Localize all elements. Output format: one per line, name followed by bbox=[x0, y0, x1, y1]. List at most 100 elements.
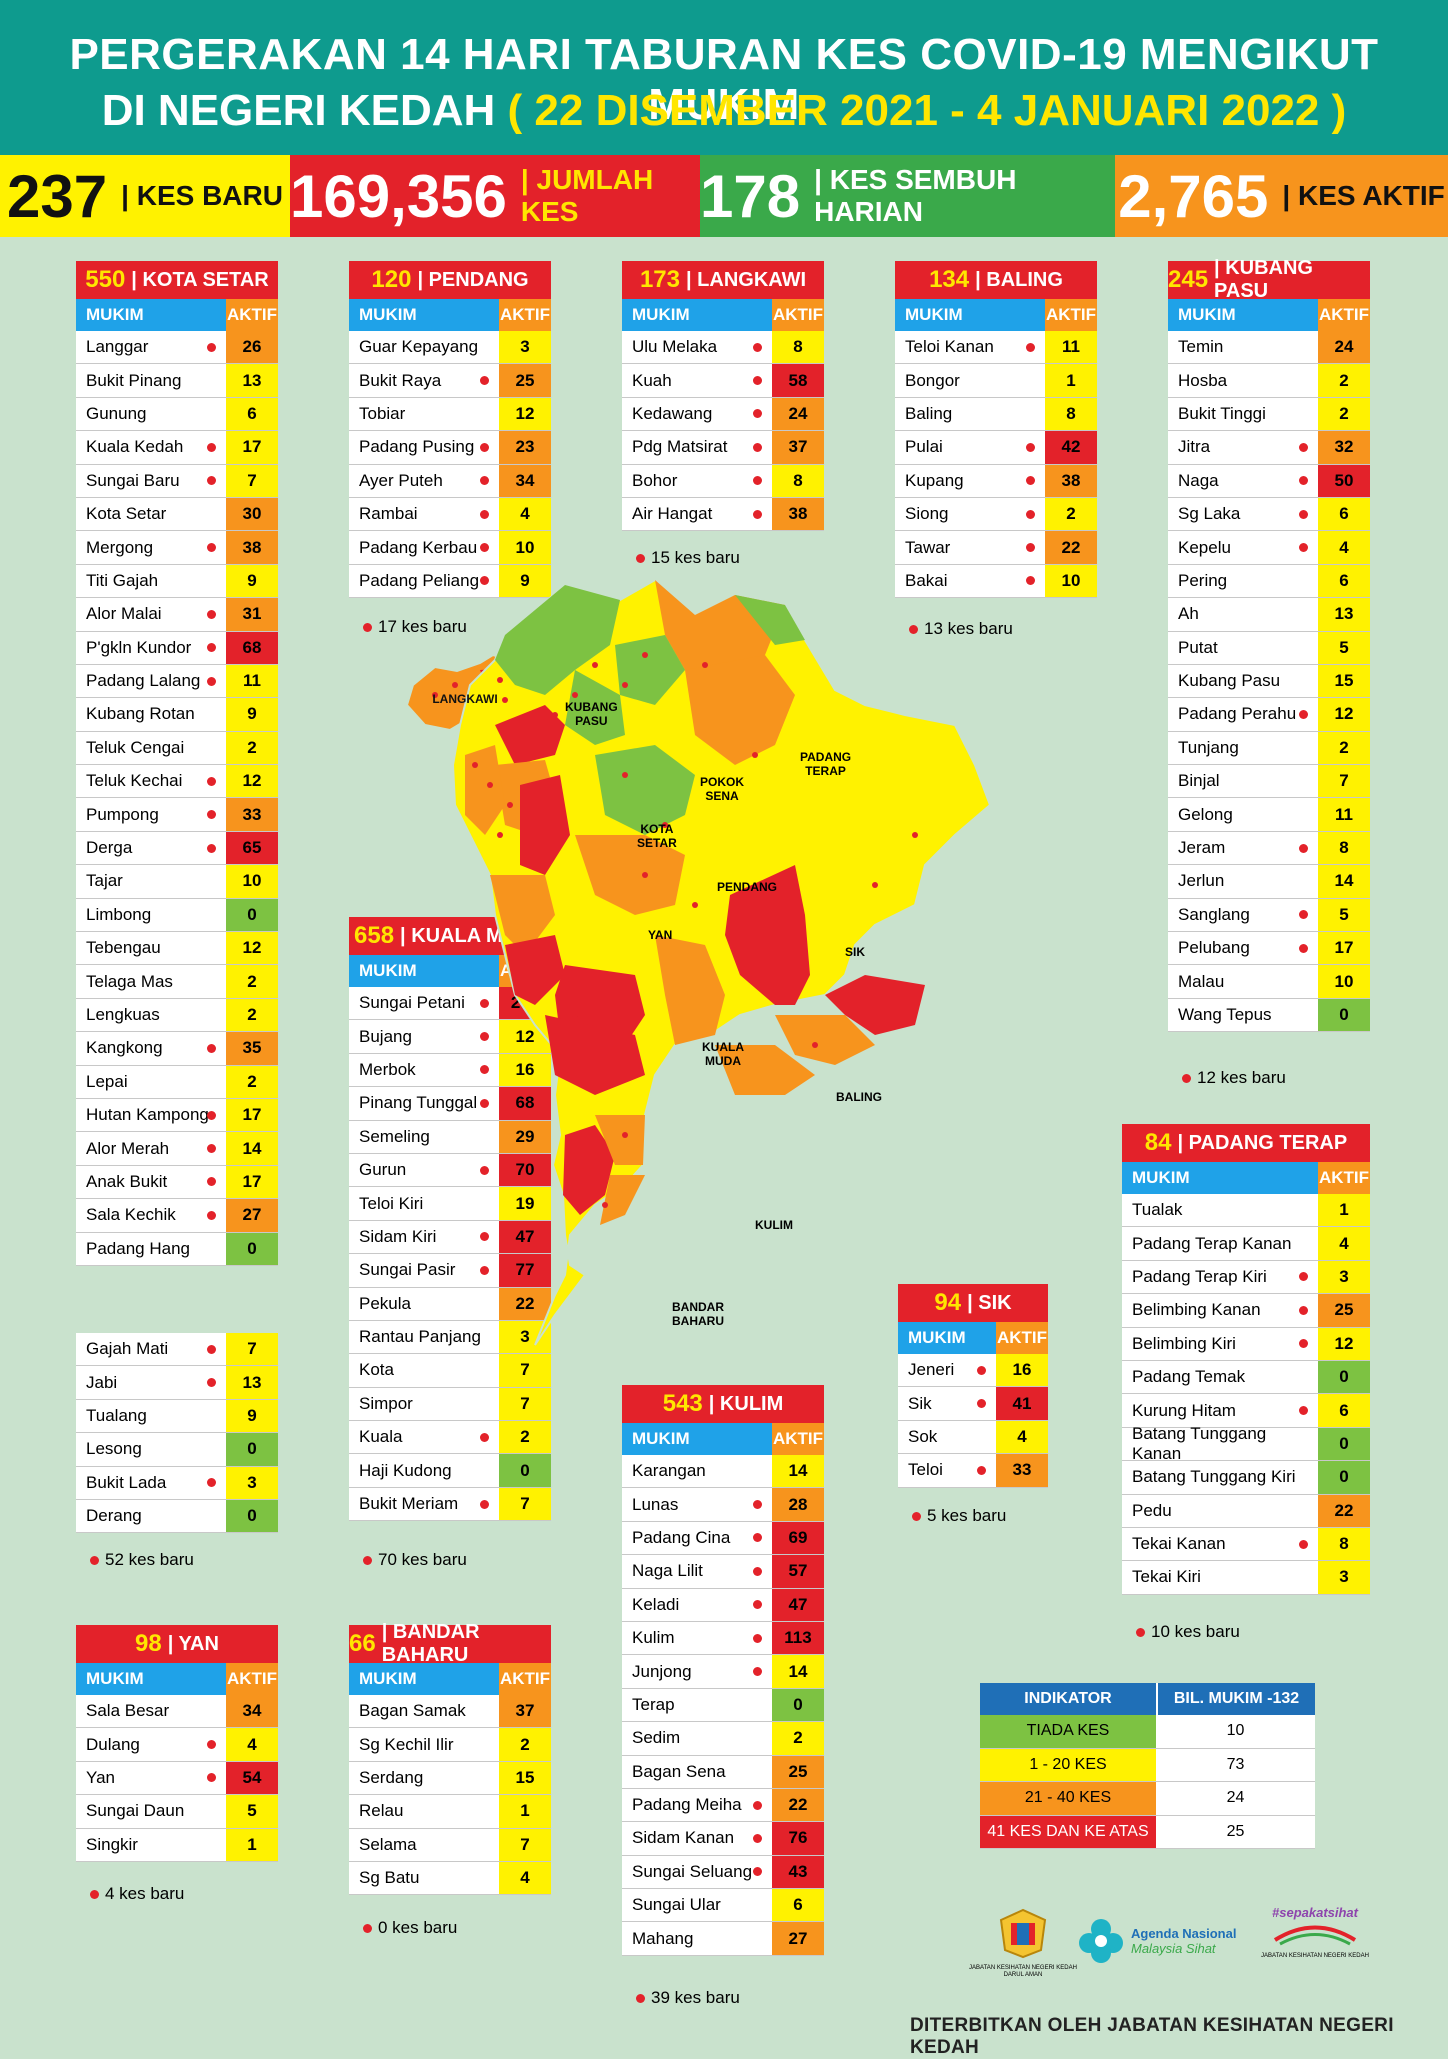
aktif-value: 8 bbox=[772, 464, 824, 497]
aktif-value: 50 bbox=[1318, 464, 1370, 497]
mukim-name: Guar Kepayang bbox=[349, 331, 499, 363]
mukim-label: Tunjang bbox=[1178, 737, 1239, 757]
mukim-label: Semeling bbox=[359, 1126, 430, 1146]
legend-value: 24 bbox=[1156, 1782, 1315, 1815]
mukim-label: Rambai bbox=[359, 504, 418, 524]
table-row: Kota 7 bbox=[349, 1354, 551, 1388]
col-mukim: MUKIM bbox=[359, 961, 417, 980]
mukim-label: Gajah Mati bbox=[86, 1339, 169, 1359]
aktif-value: 1 bbox=[499, 1795, 551, 1828]
table-row: Putat 5 bbox=[1168, 631, 1370, 665]
note-kubang-pasu: 12 kes baru bbox=[1182, 1068, 1286, 1088]
table-row: Bukit Tinggi 2 bbox=[1168, 397, 1370, 432]
mukim-label: Haji Kudong bbox=[359, 1460, 452, 1480]
aktif-value: 1 bbox=[1318, 1194, 1370, 1227]
aktif-value: 5 bbox=[1318, 898, 1370, 932]
mukim-name: Kubang Rotan bbox=[76, 698, 226, 730]
aktif-value: 69 bbox=[772, 1521, 824, 1555]
col-aktif: AKTIF bbox=[772, 299, 824, 331]
mukim-label: Sedim bbox=[632, 1728, 681, 1748]
aktif-value: 2 bbox=[1318, 731, 1370, 765]
mukim-name: Alor Merah bbox=[76, 1132, 226, 1164]
table-row: Pulai 42 bbox=[895, 431, 1097, 465]
aktif-value: 17 bbox=[1318, 932, 1370, 965]
mukim-label: Belimbing Kanan bbox=[1132, 1300, 1261, 1320]
district-name: | LANGKAWI bbox=[686, 268, 807, 291]
mukim-name: Bukit Lada bbox=[76, 1467, 226, 1499]
table-row: Sanglang 5 bbox=[1168, 898, 1370, 933]
table-row: Padang Terap Kiri 3 bbox=[1122, 1260, 1370, 1295]
new-case-dot-icon bbox=[753, 1600, 762, 1610]
table-row: Alor Malai 31 bbox=[76, 598, 278, 632]
table-header: MUKIM AKTIF bbox=[76, 1663, 278, 1695]
aktif-value: 4 bbox=[1318, 531, 1370, 564]
table-row: Singkir 1 bbox=[76, 1828, 278, 1862]
district-total: 245 bbox=[1168, 266, 1209, 293]
table-row: Siong 2 bbox=[895, 497, 1097, 532]
table-row: Teloi 33 bbox=[898, 1454, 1048, 1488]
aktif-value: 2 bbox=[226, 998, 278, 1032]
map-label-langkawi: LANGKAWI bbox=[432, 692, 497, 706]
mukim-label: Batang Tunggang Kiri bbox=[1132, 1467, 1296, 1487]
table-row: Jitra 32 bbox=[1168, 431, 1370, 465]
mukim-label: Tekai Kiri bbox=[1132, 1567, 1201, 1587]
aktif-value: 11 bbox=[1318, 798, 1370, 831]
mukim-label: Batang Tunggang Kanan bbox=[1132, 1423, 1267, 1463]
sepakat-sihat-logo: #sepakatsihat JABATAN KESIHATAN NEGERI K… bbox=[1261, 1905, 1369, 1959]
legend-value: 25 bbox=[1156, 1815, 1315, 1848]
district-total: 134 bbox=[929, 266, 970, 293]
district-title: 84 | PADANG TERAP bbox=[1122, 1124, 1370, 1162]
table-row: Sungai Ular 6 bbox=[622, 1889, 824, 1923]
new-case-dot-icon bbox=[1026, 543, 1035, 553]
mukim-name: Kepelu bbox=[1168, 531, 1318, 563]
table-yan: 98 | YAN MUKIM AKTIF Sala Besar 34 Dulang 4 Yan 5… bbox=[76, 1625, 278, 1862]
mukim-label: Tualak bbox=[1132, 1200, 1183, 1220]
new-case-dot-icon bbox=[207, 1378, 216, 1388]
new-case-dot-icon bbox=[480, 1232, 489, 1242]
table-row: Bagan Sena 25 bbox=[622, 1755, 824, 1789]
aktif-value: 47 bbox=[772, 1588, 824, 1621]
aktif-value: 2 bbox=[226, 965, 278, 998]
table-kulim: 543 | KULIM MUKIM AKTIF Karangan 14 Lunas 28 Pad… bbox=[622, 1385, 824, 1956]
table-row: Gajah Mati 7 bbox=[76, 1333, 278, 1367]
table-row: Sg Kechil Ilir 2 bbox=[349, 1728, 551, 1762]
mukim-label: Siong bbox=[905, 504, 949, 524]
aktif-value: 9 bbox=[226, 564, 278, 598]
aktif-value: 65 bbox=[226, 831, 278, 865]
table-row: Telaga Mas 2 bbox=[76, 965, 278, 999]
mukim-label: Bagan Samak bbox=[359, 1701, 466, 1721]
table-row: Padang Kerbau 10 bbox=[349, 531, 551, 565]
table-row: Sidam Kanan 76 bbox=[622, 1822, 824, 1856]
new-case-dot-icon bbox=[480, 543, 489, 553]
table-row: Tawar 22 bbox=[895, 531, 1097, 565]
mukim-name: Bukit Tinggi bbox=[1168, 398, 1318, 430]
aktif-value: 8 bbox=[1318, 831, 1370, 865]
table-row: Mahang 27 bbox=[622, 1922, 824, 1956]
stat-kes-sembuh: 178 | KES SEMBUH HARIAN bbox=[700, 155, 1115, 237]
mukim-name: Temin bbox=[1168, 331, 1318, 363]
new-case-dot-icon bbox=[480, 576, 489, 586]
table-row: Alor Merah 14 bbox=[76, 1132, 278, 1166]
table-row: Jeram 8 bbox=[1168, 831, 1370, 866]
mukim-name: Baling bbox=[895, 398, 1045, 430]
aktif-value: 19 bbox=[499, 1187, 551, 1220]
table-row: Malau 10 bbox=[1168, 965, 1370, 999]
aktif-value: 8 bbox=[1318, 1527, 1370, 1561]
aktif-value: 10 bbox=[499, 531, 551, 564]
aktif-value: 4 bbox=[996, 1420, 1048, 1454]
mukim-label: Tajar bbox=[86, 871, 123, 891]
mukim-name: Relau bbox=[349, 1795, 499, 1827]
new-case-dot-icon bbox=[977, 1399, 986, 1409]
new-case-dot-icon bbox=[207, 1144, 216, 1154]
mukim-name: Sedim bbox=[622, 1722, 772, 1754]
new-case-dot-icon bbox=[1299, 709, 1308, 719]
table-row: Padang Peliang 9 bbox=[349, 564, 551, 599]
mukim-name: Malau bbox=[1168, 965, 1318, 997]
aktif-value: 15 bbox=[499, 1761, 551, 1795]
mukim-label: Kota Setar bbox=[86, 504, 167, 524]
mukim-label: Bukit Lada bbox=[86, 1472, 167, 1492]
new-case-dot-icon bbox=[753, 1500, 762, 1510]
mukim-label: Mahang bbox=[632, 1928, 694, 1948]
table-row: Binjal 7 bbox=[1168, 765, 1370, 799]
map-label: KOTA SETAR bbox=[637, 822, 677, 850]
